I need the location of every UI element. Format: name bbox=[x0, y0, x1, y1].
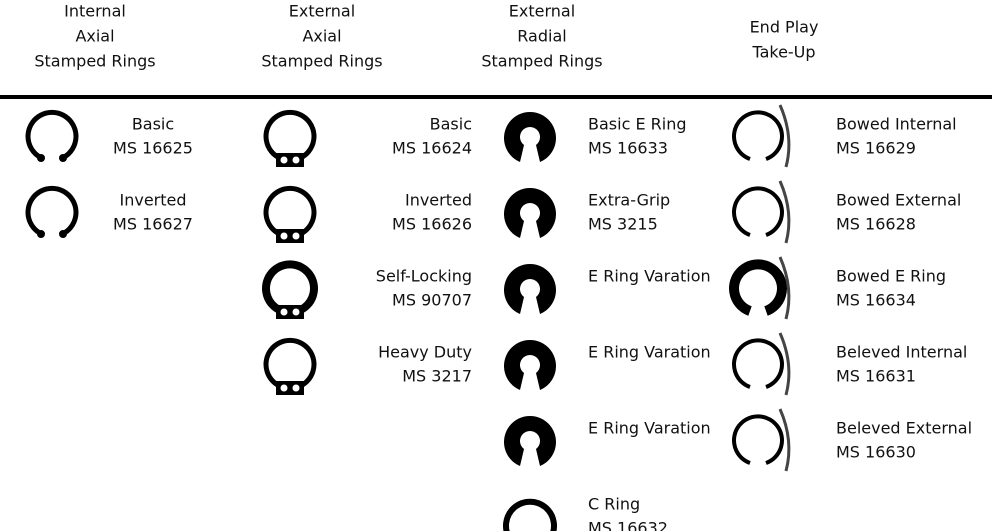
ring-label: MS 16629 bbox=[836, 139, 916, 158]
ring-icon bbox=[25, 109, 79, 162]
lug-hole bbox=[59, 154, 67, 162]
column-header: Axial bbox=[75, 27, 114, 46]
ring-body bbox=[263, 185, 317, 238]
ring-label: MS 16627 bbox=[113, 215, 193, 234]
bow-strip bbox=[778, 256, 791, 320]
ring-icon bbox=[263, 109, 317, 167]
ring-label: Beleved External bbox=[836, 419, 972, 438]
ring-icon bbox=[732, 332, 791, 396]
ring-label: Inverted bbox=[405, 191, 472, 210]
column-header: Stamped Rings bbox=[34, 52, 155, 71]
lug-hole bbox=[280, 384, 288, 392]
lug bbox=[276, 153, 304, 167]
bow-strip bbox=[778, 332, 791, 396]
ring-label: Basic bbox=[430, 115, 472, 134]
column-header: External bbox=[509, 2, 575, 21]
ring-body bbox=[732, 338, 784, 389]
ring-label: MS 16628 bbox=[836, 215, 916, 234]
ring-label: MS 16633 bbox=[588, 139, 668, 158]
ring-icon bbox=[262, 260, 318, 319]
ring-label: Extra-Grip bbox=[588, 191, 670, 210]
ring-label: Beleved Internal bbox=[836, 343, 967, 362]
c-ring bbox=[503, 498, 557, 531]
ring-icon bbox=[729, 256, 791, 320]
ring-icon bbox=[732, 180, 791, 244]
ring-icon bbox=[503, 498, 557, 531]
ring-icon bbox=[504, 340, 557, 390]
e-ring bbox=[504, 264, 557, 314]
lug-hole bbox=[37, 154, 45, 162]
ring-label: MS 16634 bbox=[836, 291, 916, 310]
ring-icon bbox=[263, 185, 317, 243]
lug bbox=[276, 381, 304, 395]
ring-label: MS 16626 bbox=[392, 215, 472, 234]
ring-icon bbox=[25, 185, 79, 238]
ring-body bbox=[25, 109, 79, 162]
column-header: Radial bbox=[517, 27, 566, 46]
ring-icon bbox=[504, 416, 557, 466]
e-ring bbox=[504, 340, 557, 390]
column-header: Internal bbox=[64, 2, 126, 21]
ring-body bbox=[732, 186, 784, 237]
ring-body bbox=[263, 337, 317, 390]
ring-label: MS 16630 bbox=[836, 443, 916, 462]
lug-hole bbox=[292, 308, 300, 316]
ring-body bbox=[25, 185, 79, 238]
ring-body bbox=[263, 109, 317, 162]
ring-label: Basic E Ring bbox=[588, 115, 687, 134]
lug-hole bbox=[37, 230, 45, 238]
ring-label: MS 16631 bbox=[836, 367, 916, 386]
ring-label: MS 16625 bbox=[113, 139, 193, 158]
ring-label: Bowed Internal bbox=[836, 115, 957, 134]
bow-strip bbox=[778, 408, 791, 472]
column-header: Stamped Rings bbox=[481, 52, 602, 71]
lug-hole bbox=[59, 230, 67, 238]
ring-body bbox=[262, 260, 318, 315]
ring-label: MS 16624 bbox=[392, 139, 472, 158]
ring-label: MS 16632 bbox=[588, 519, 668, 531]
ring-label: Bowed E Ring bbox=[836, 267, 946, 286]
ring-label: Inverted bbox=[119, 191, 186, 210]
ring-label: Self-Locking bbox=[376, 267, 472, 286]
bow-strip bbox=[778, 104, 791, 168]
lug-hole bbox=[280, 308, 288, 316]
ring-label: Bowed External bbox=[836, 191, 961, 210]
ring-label: MS 3217 bbox=[402, 367, 472, 386]
column-header: End Play bbox=[750, 18, 819, 37]
ring-icon bbox=[504, 112, 557, 162]
ring-label: Heavy Duty bbox=[378, 343, 472, 362]
lug bbox=[276, 305, 304, 319]
lug-hole bbox=[280, 232, 288, 240]
ring-label: C Ring bbox=[588, 495, 640, 514]
bow-strip bbox=[778, 180, 791, 244]
lug-hole bbox=[292, 232, 300, 240]
ring-icon bbox=[732, 104, 791, 168]
column-header: Take-Up bbox=[751, 43, 815, 62]
column-header: Stamped Rings bbox=[261, 52, 382, 71]
ring-label: E Ring Varation bbox=[588, 343, 711, 362]
ring-icon bbox=[732, 408, 791, 472]
ring-label: MS 3215 bbox=[588, 215, 658, 234]
column-header: Axial bbox=[302, 27, 341, 46]
ring-label: E Ring Varation bbox=[588, 419, 711, 438]
ring-body bbox=[732, 110, 784, 161]
ring-icon bbox=[504, 188, 557, 238]
ring-label: Basic bbox=[132, 115, 174, 134]
ring-label: MS 90707 bbox=[392, 291, 472, 310]
column-header: External bbox=[289, 2, 355, 21]
ring-label: E Ring Varation bbox=[588, 267, 711, 286]
lug-hole bbox=[280, 156, 288, 164]
e-ring bbox=[504, 188, 557, 238]
ring-body bbox=[729, 259, 787, 316]
ring-icon bbox=[504, 264, 557, 314]
ring-icon bbox=[263, 337, 317, 395]
e-ring bbox=[504, 112, 557, 162]
lug-hole bbox=[292, 384, 300, 392]
lug bbox=[276, 229, 304, 243]
lug-hole bbox=[292, 156, 300, 164]
e-ring bbox=[504, 416, 557, 466]
ring-body bbox=[732, 414, 784, 465]
